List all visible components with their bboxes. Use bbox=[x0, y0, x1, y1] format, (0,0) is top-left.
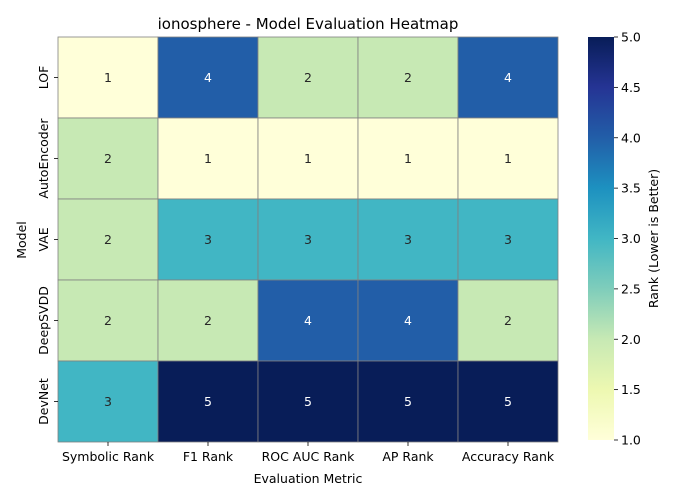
cell-value-label: 1 bbox=[204, 151, 212, 166]
cell-value-label: 4 bbox=[204, 70, 212, 85]
colorbar-tick-label: 2.5 bbox=[621, 281, 641, 296]
colorbar bbox=[588, 37, 614, 440]
cell-value-label: 3 bbox=[404, 232, 412, 247]
cell-value-label: 4 bbox=[504, 70, 512, 85]
colorbar-label: Rank (Lower is Better) bbox=[646, 169, 661, 308]
cell-value-label: 5 bbox=[204, 394, 212, 409]
colorbar-tick-label: 3.5 bbox=[621, 181, 641, 196]
x-tick-label: ROC AUC Rank bbox=[262, 449, 356, 464]
y-tick-label: DevNet bbox=[36, 378, 51, 425]
y-tick-labels: LOF AutoEncoder VAE DeepSVDD DevNet bbox=[36, 66, 58, 425]
cell-value-label: 3 bbox=[104, 394, 112, 409]
heatmap-cell bbox=[457, 36, 559, 119]
x-tick-label: Accuracy Rank bbox=[462, 449, 555, 464]
heatmap-cell bbox=[257, 279, 359, 362]
heatmap-cell bbox=[457, 360, 559, 443]
colorbar-tick-label: 1.0 bbox=[621, 433, 641, 448]
heatmap-cell bbox=[157, 279, 259, 362]
cell-value-label: 2 bbox=[504, 313, 512, 328]
cell-value-label: 5 bbox=[404, 394, 412, 409]
y-tick-label: VAE bbox=[36, 227, 51, 251]
cell-value-label: 4 bbox=[404, 313, 412, 328]
heatmap-cell bbox=[357, 279, 459, 362]
heatmap-cell bbox=[257, 117, 359, 200]
cell-value-label: 2 bbox=[104, 232, 112, 247]
colorbar-tick-label: 2.0 bbox=[621, 332, 641, 347]
x-tick-label: F1 Rank bbox=[183, 449, 234, 464]
heatmap-cell bbox=[257, 36, 359, 119]
x-axis-label: Evaluation Metric bbox=[254, 471, 363, 486]
cell-value-label: 2 bbox=[104, 151, 112, 166]
colorbar-tick-label: 5.0 bbox=[621, 30, 641, 45]
colorbar-tick-label: 3.0 bbox=[621, 231, 641, 246]
cell-value-label: 5 bbox=[504, 394, 512, 409]
x-tick-label: Symbolic Rank bbox=[62, 449, 155, 464]
colorbar-tick-label: 4.5 bbox=[621, 80, 641, 95]
heatmap-cell bbox=[157, 36, 259, 119]
heatmap-cell bbox=[57, 117, 159, 200]
heatmap-cell bbox=[57, 360, 159, 443]
heatmap-cell bbox=[157, 198, 259, 281]
y-axis-label: Model bbox=[14, 221, 29, 259]
heatmap-cell bbox=[457, 279, 559, 362]
cell-value-label: 1 bbox=[404, 151, 412, 166]
y-tick-label: LOF bbox=[36, 66, 51, 90]
cell-value-label: 1 bbox=[104, 70, 112, 85]
cell-value-label: 1 bbox=[304, 151, 312, 166]
cell-value-label: 2 bbox=[104, 313, 112, 328]
heatmap-cell bbox=[357, 198, 459, 281]
y-tick-label: DeepSVDD bbox=[36, 286, 51, 355]
colorbar-ticks: 1.0 1.5 2.0 2.5 3.0 3.5 4.0 4.5 5.0 bbox=[614, 30, 641, 448]
heatmap-cell bbox=[457, 117, 559, 200]
cell-value-label: 2 bbox=[304, 70, 312, 85]
cell-value-label: 4 bbox=[304, 313, 312, 328]
cell-value-label: 2 bbox=[404, 70, 412, 85]
heatmap-cell bbox=[257, 198, 359, 281]
cell-value-label: 3 bbox=[304, 232, 312, 247]
cell-value-label: 5 bbox=[304, 394, 312, 409]
heatmap-cell bbox=[457, 198, 559, 281]
y-tick-label: AutoEncoder bbox=[36, 118, 51, 199]
chart-title: ionosphere - Model Evaluation Heatmap bbox=[158, 15, 459, 33]
heatmap-cells: 1 4 2 2 4 2 1 1 1 1 2 3 3 3 3 2 2 4 4 2 3 5 5 5 5 bbox=[57, 36, 559, 443]
heatmap-cell bbox=[157, 360, 259, 443]
cell-value-label: 2 bbox=[204, 313, 212, 328]
cell-value-label: 3 bbox=[204, 232, 212, 247]
cell-value-label: 3 bbox=[504, 232, 512, 247]
cell-value-label: 1 bbox=[504, 151, 512, 166]
colorbar-tick-label: 4.0 bbox=[621, 130, 641, 145]
heatmap-cell bbox=[257, 360, 359, 443]
heatmap-cell bbox=[57, 36, 159, 119]
colorbar-tick-label: 1.5 bbox=[621, 382, 641, 397]
x-tick-labels: Symbolic Rank F1 Rank ROC AUC Rank AP Rank A… bbox=[62, 442, 555, 464]
heatmap-cell bbox=[357, 36, 459, 119]
x-tick-label: AP Rank bbox=[382, 449, 434, 464]
